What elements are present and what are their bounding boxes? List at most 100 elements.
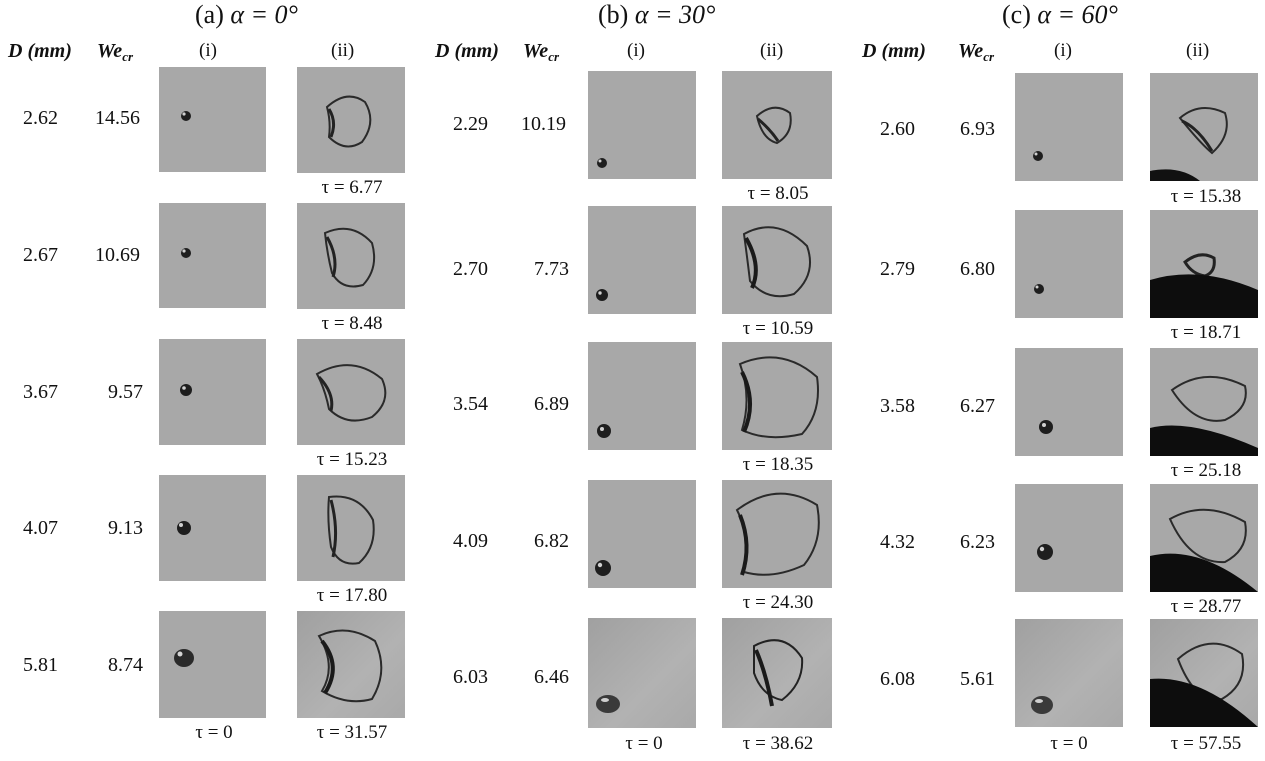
- panel-a-row-5-breakup-image: [297, 611, 405, 718]
- panel-b-title-prefix: (b): [598, 0, 635, 29]
- panel-b-row-3-d: 3.54: [453, 393, 488, 415]
- panel-b-row-5-droplet-image: [588, 618, 696, 728]
- panel-c-row-5-breakup-image: [1150, 619, 1258, 727]
- panel-b-row-3-droplet-image: [588, 342, 696, 450]
- panel-a-row-4-tau: τ = 17.80: [316, 585, 388, 606]
- panel-a-header-col-ii: (ii): [331, 40, 355, 61]
- panel-c-row-2-we: 6.80: [960, 258, 995, 280]
- panel-b-header-col-i: (i): [627, 40, 645, 61]
- panel-a-header-we-text: We: [97, 40, 123, 62]
- panel-b-header-we: Wecr: [523, 40, 559, 65]
- panel-b-row-5-tau: τ = 38.62: [742, 733, 814, 754]
- panel-a-row-1-tau: τ = 6.77: [321, 177, 383, 198]
- panel-c-row-3-droplet-image: [1015, 348, 1123, 456]
- panel-a-header-we: Wecr: [97, 40, 133, 65]
- panel-b-row-5-breakup-image: [722, 618, 832, 728]
- panel-a-row-5-tau: τ = 31.57: [316, 722, 388, 743]
- panel-a-row-2-droplet-image: [159, 203, 266, 308]
- panel-b-row-4-droplet-image: [588, 480, 696, 588]
- panel-a-row-1-d: 2.62: [23, 107, 58, 129]
- panel-c-row-4-breakup-image: [1150, 484, 1258, 592]
- panel-b-row-5-we: 6.46: [534, 666, 569, 688]
- panel-b-row-4-breakup-image: [722, 480, 832, 588]
- panel-b-title-math: α = 30°: [634, 0, 716, 29]
- panel-b-row-2-droplet-image: [588, 206, 696, 314]
- panel-b-row-4-d: 4.09: [453, 530, 488, 552]
- panel-a-row-3-we: 9.57: [108, 381, 143, 403]
- panel-b-row-4-tau: τ = 24.30: [742, 592, 814, 613]
- panel-a-row-1-breakup-image: [297, 67, 405, 173]
- panel-a-row-5-d: 5.81: [23, 654, 58, 676]
- panel-a-row-4-breakup-image: [297, 475, 405, 581]
- panel-c-row-4-d: 4.32: [880, 531, 915, 553]
- panel-a-title-math: α = 0°: [230, 0, 298, 29]
- panel-c-row-2-tau: τ = 18.71: [1170, 322, 1242, 343]
- panel-c-title: (c) α = 60°: [1002, 0, 1118, 30]
- panel-a-row-5-we: 8.74: [108, 654, 143, 676]
- panel-a-row-2-tau: τ = 8.48: [321, 313, 383, 334]
- panel-a-title: (a) α = 0°: [195, 0, 298, 30]
- panel-c-row-4-droplet-image: [1015, 484, 1123, 592]
- panel-b-row-2-tau: τ = 10.59: [742, 318, 814, 339]
- panel-c-header-col-i: (i): [1054, 40, 1072, 61]
- panel-b-row-1-we: 10.19: [521, 113, 566, 135]
- panel-c-title-prefix: (c): [1002, 0, 1038, 29]
- panel-a-header-we-sub: cr: [122, 49, 134, 64]
- panel-b-row-3-breakup-image: [722, 342, 832, 450]
- panel-a-row-2-we: 10.69: [95, 244, 140, 266]
- panel-c-row-5-tau: τ = 57.55: [1170, 733, 1242, 754]
- panel-a-row-4-droplet-image: [159, 475, 266, 581]
- panel-b-header-col-ii: (ii): [760, 40, 784, 61]
- panel-c-row-3-d: 3.58: [880, 395, 915, 417]
- panel-c-row-1-d: 2.60: [880, 118, 915, 140]
- panel-c-initial-tau: τ = 0: [1050, 733, 1088, 754]
- panel-a-title-prefix: (a): [195, 0, 231, 29]
- panel-c-row-2-droplet-image: [1015, 210, 1123, 318]
- panel-a-initial-tau: τ = 0: [195, 722, 233, 743]
- panel-c-row-3-we: 6.27: [960, 395, 995, 417]
- panel-a-row-3-breakup-image: [297, 339, 405, 445]
- panel-a-row-4-d: 4.07: [23, 517, 58, 539]
- panel-b-row-2-breakup-image: [722, 206, 832, 314]
- panel-b-row-3-we: 6.89: [534, 393, 569, 415]
- panel-a-row-5-droplet-image: [159, 611, 266, 718]
- panel-c-row-4-tau: τ = 28.77: [1170, 596, 1242, 617]
- panel-b-row-5-d: 6.03: [453, 666, 488, 688]
- panel-c-title-math: α = 60°: [1037, 0, 1118, 29]
- panel-b-row-1-d: 2.29: [453, 113, 488, 135]
- panel-c-header-we: Wecr: [958, 40, 994, 65]
- panel-c-header-we-sub: cr: [983, 49, 995, 64]
- panel-a-row-2-breakup-image: [297, 203, 405, 309]
- panel-a-header-d: D (mm): [8, 40, 72, 62]
- panel-a-row-1-we: 14.56: [95, 107, 140, 129]
- panel-c-row-3-breakup-image: [1150, 348, 1258, 456]
- panel-a-row-4-we: 9.13: [108, 517, 143, 539]
- panel-c-row-1-breakup-image: [1150, 73, 1258, 181]
- panel-b-row-1-droplet-image: [588, 71, 696, 179]
- panel-a-row-3-tau: τ = 15.23: [316, 449, 388, 470]
- panel-b-row-1-tau: τ = 8.05: [747, 183, 809, 204]
- panel-c-row-5-droplet-image: [1015, 619, 1123, 727]
- panel-c-row-1-droplet-image: [1015, 73, 1123, 181]
- panel-c-header-col-ii: (ii): [1186, 40, 1210, 61]
- panel-c-row-5-we: 5.61: [960, 668, 995, 690]
- panel-b-header-we-sub: cr: [548, 49, 560, 64]
- panel-a-row-1-droplet-image: [159, 67, 266, 172]
- panel-b-header-d: D (mm): [435, 40, 499, 62]
- panel-c-row-3-tau: τ = 25.18: [1170, 460, 1242, 481]
- panel-c-header-d: D (mm): [862, 40, 926, 62]
- panel-c-header-we-text: We: [958, 40, 984, 62]
- panel-b-header-we-text: We: [523, 40, 549, 62]
- panel-b-row-4-we: 6.82: [534, 530, 569, 552]
- panel-a-header-col-i: (i): [199, 40, 217, 61]
- panel-c-row-2-d: 2.79: [880, 258, 915, 280]
- panel-b-row-3-tau: τ = 18.35: [742, 454, 814, 475]
- panel-c-row-5-d: 6.08: [880, 668, 915, 690]
- panel-b-row-2-we: 7.73: [534, 258, 569, 280]
- panel-c-row-1-tau: τ = 15.38: [1170, 186, 1242, 207]
- panel-b-title: (b) α = 30°: [598, 0, 715, 30]
- panel-c-row-1-we: 6.93: [960, 118, 995, 140]
- panel-a-row-3-d: 3.67: [23, 381, 58, 403]
- panel-b-initial-tau: τ = 0: [625, 733, 663, 754]
- panel-b-row-2-d: 2.70: [453, 258, 488, 280]
